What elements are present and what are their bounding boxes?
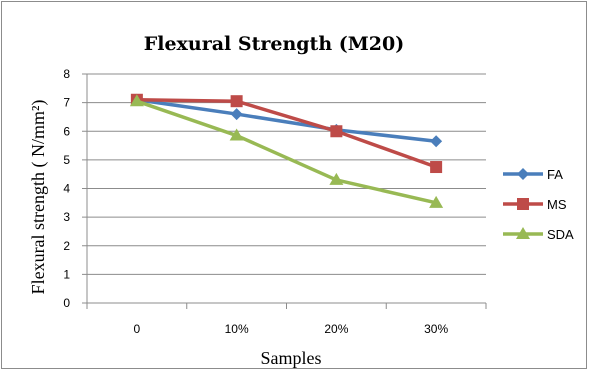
x-tick-label: 30% (424, 322, 448, 336)
y-axis-title: Flexural strength ( N/mm²) (28, 100, 49, 295)
series-line-sda (136, 99, 437, 205)
data-point-sda (129, 94, 144, 107)
data-point-sda (229, 128, 244, 141)
data-point-ms (430, 161, 443, 174)
data-point-ms (230, 95, 243, 108)
series-line-ms (136, 98, 437, 169)
data-point-sda (429, 195, 444, 208)
series-plot (129, 93, 444, 208)
legend-label-sda: SDA (547, 227, 574, 242)
series-line-fa (136, 98, 437, 144)
x-axis-title: Samples (261, 348, 322, 368)
legend-label-ms: MS (547, 197, 567, 212)
legend-item-sda: SDA (503, 227, 574, 242)
series-sda (129, 94, 444, 208)
legend-label-fa: FA (547, 167, 563, 182)
data-point-fa (230, 108, 243, 121)
axes: 0 1 2 3 4 5 6 7 8 0 10% 20% 30% (63, 67, 487, 336)
legend-item-ms: MS (503, 197, 567, 212)
y-tick-label: 1 (63, 267, 70, 281)
legend-marker-ms (517, 198, 529, 210)
x-tick-label: 20% (324, 322, 348, 336)
x-tick-label: 0 (134, 322, 141, 336)
data-point-fa (430, 135, 443, 148)
y-tick-label: 8 (63, 67, 70, 81)
legend-item-fa: FA (503, 167, 563, 182)
y-tick-label: 4 (63, 182, 70, 196)
y-tick-label: 0 (63, 296, 70, 310)
legend-marker-sda (516, 227, 530, 239)
y-tick-label: 3 (63, 210, 70, 224)
chart-title: Flexural Strength (M20) (144, 33, 404, 55)
legend: FA MS SDA (503, 167, 574, 242)
x-tick-label: 10% (225, 322, 249, 336)
gridlines (87, 73, 486, 304)
data-point-sda (329, 172, 344, 185)
y-tick-label: 5 (63, 153, 70, 167)
data-point-ms (330, 125, 343, 138)
y-tick-label: 7 (63, 96, 70, 110)
legend-marker-fa (517, 168, 529, 180)
y-tick-label: 6 (63, 124, 70, 138)
y-tick-label: 2 (63, 239, 70, 253)
